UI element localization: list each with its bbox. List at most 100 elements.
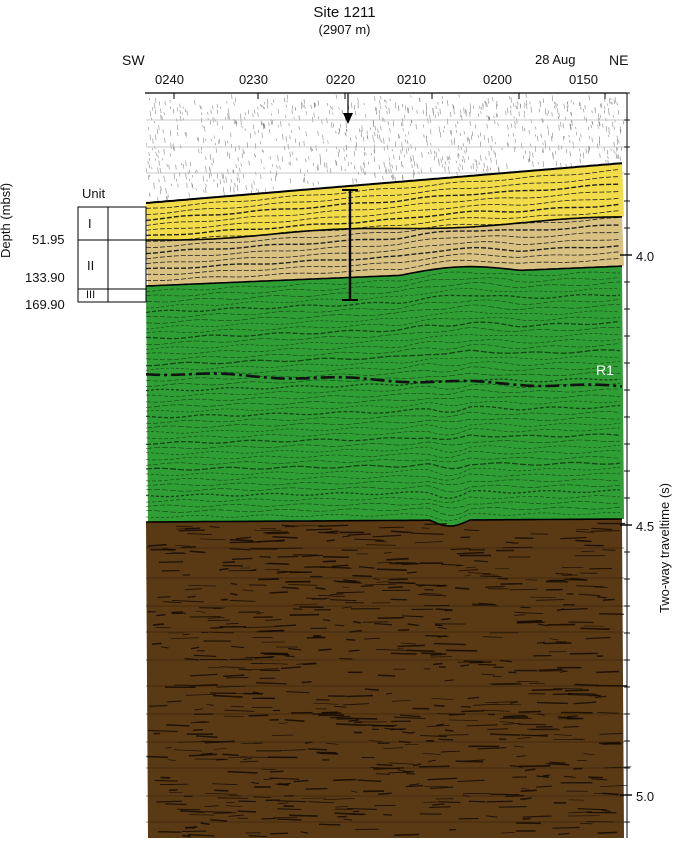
- basement-reflection: [301, 554, 324, 558]
- water-noise-trace: [488, 116, 490, 120]
- water-noise-trace: [485, 101, 487, 108]
- water-noise-trace: [572, 141, 574, 145]
- reflector-line: [145, 360, 621, 376]
- water-noise-trace: [310, 104, 312, 109]
- water-noise-trace: [524, 150, 526, 155]
- basement-reflection: [276, 571, 288, 574]
- water-noise-trace: [257, 129, 259, 133]
- water-noise-trace: [513, 116, 515, 119]
- water-noise-trace: [208, 172, 210, 179]
- basement-reflection: [151, 642, 162, 645]
- reflector-line: [145, 372, 621, 387]
- water-noise-trace: [381, 117, 383, 122]
- water-noise-trace: [335, 159, 337, 165]
- basement-reflection: [388, 586, 403, 589]
- water-noise-trace: [554, 105, 556, 109]
- basement-reflection: [163, 601, 182, 604]
- water-noise-trace: [345, 128, 347, 133]
- water-noise-trace: [272, 120, 274, 125]
- water-noise-trace: [444, 161, 446, 165]
- water-noise-trace: [587, 150, 589, 154]
- water-noise-trace: [336, 161, 338, 167]
- water-noise-trace: [463, 107, 465, 114]
- water-noise-trace: [535, 126, 537, 130]
- water-noise-trace: [296, 157, 298, 161]
- basement-reflection: [514, 611, 544, 615]
- water-noise-trace: [221, 172, 223, 179]
- water-noise-trace: [313, 112, 315, 118]
- basement-reflection: [188, 753, 218, 757]
- water-noise-trace: [575, 131, 577, 136]
- water-noise-trace: [233, 187, 235, 193]
- water-noise-trace: [206, 179, 208, 182]
- water-noise-trace: [223, 186, 225, 193]
- time-tick-label: 0230: [239, 72, 268, 87]
- basement-reflection: [165, 803, 187, 806]
- water-noise-trace: [238, 177, 240, 183]
- water-noise-trace: [402, 175, 404, 180]
- water-noise-trace: [315, 145, 317, 151]
- water-noise-trace: [288, 162, 290, 165]
- water-noise-trace: [391, 175, 393, 178]
- basement-reflection: [315, 586, 326, 590]
- basement-reflection: [248, 834, 268, 838]
- water-noise-trace: [335, 94, 337, 99]
- reflector-line: [145, 467, 621, 476]
- basement-reflection: [368, 740, 383, 742]
- water-noise-trace: [607, 155, 609, 159]
- basement-reflection: [436, 585, 445, 587]
- basement-reflection: [261, 697, 275, 700]
- water-noise-trace: [234, 182, 236, 188]
- water-noise-trace: [262, 123, 264, 130]
- water-noise-trace: [426, 135, 428, 138]
- water-noise-trace: [149, 134, 151, 141]
- water-noise-trace: [472, 163, 474, 170]
- basement-reflection: [553, 734, 572, 736]
- basement-reflection: [256, 612, 264, 615]
- water-noise-trace: [319, 154, 321, 160]
- water-noise-trace: [395, 102, 397, 109]
- water-noise-trace: [526, 99, 528, 105]
- basement-reflection: [189, 673, 218, 677]
- basement-reflection: [461, 710, 485, 713]
- water-noise-trace: [616, 102, 618, 106]
- basement-reflection: [597, 712, 619, 714]
- water-noise-trace: [389, 162, 391, 168]
- water-noise-trace: [423, 134, 425, 138]
- water-noise-trace: [383, 146, 385, 151]
- basement-reflection: [284, 525, 299, 528]
- water-noise-trace: [389, 98, 391, 102]
- water-noise-trace: [254, 109, 256, 115]
- water-noise-trace: [401, 142, 403, 148]
- water-noise-trace: [207, 112, 209, 115]
- water-noise-trace: [227, 113, 229, 120]
- water-noise-trace: [163, 111, 165, 115]
- basement-reflection: [156, 800, 183, 803]
- water-noise-trace: [243, 151, 245, 155]
- basement-reflection: [450, 548, 471, 550]
- water-noise-trace: [313, 102, 315, 109]
- reflector-line: [145, 293, 621, 314]
- basement-reflection: [329, 599, 357, 602]
- water-noise-trace: [437, 111, 439, 117]
- depth-axis-label: Depth (mbsf): [0, 182, 13, 258]
- water-noise-trace: [223, 191, 225, 197]
- water-noise-trace: [253, 124, 255, 130]
- water-noise-trace: [496, 100, 498, 107]
- water-noise-trace: [256, 188, 258, 191]
- basement-reflection: [434, 624, 443, 627]
- water-noise-trace: [241, 153, 243, 159]
- water-noise-trace: [457, 121, 459, 124]
- water-noise-trace: [482, 103, 484, 109]
- basement-reflection: [277, 555, 299, 558]
- water-noise-trace: [563, 135, 565, 139]
- water-noise-trace: [313, 162, 315, 167]
- water-noise-trace: [337, 151, 339, 158]
- basement-reflection: [157, 596, 171, 599]
- basement-reflection: [412, 763, 421, 767]
- water-noise-trace: [175, 164, 177, 170]
- water-noise-trace: [541, 149, 543, 153]
- water-noise-trace: [485, 156, 487, 161]
- water-noise-trace: [307, 180, 309, 184]
- basement-reflection: [204, 811, 232, 813]
